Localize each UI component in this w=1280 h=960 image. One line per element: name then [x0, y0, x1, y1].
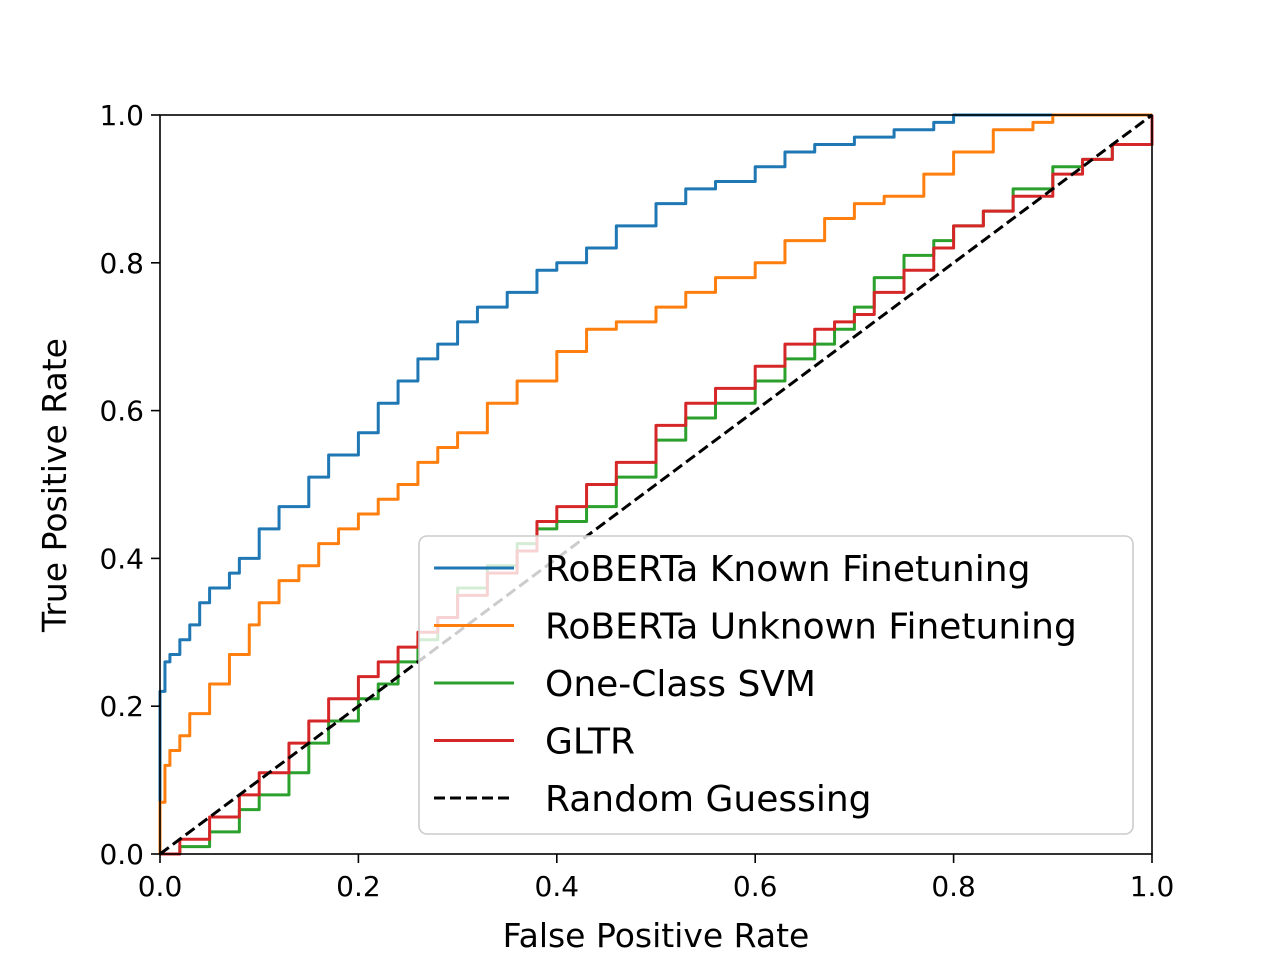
- x-tick-label: 1.0: [1130, 870, 1175, 903]
- x-axis-label: False Positive Rate: [503, 916, 810, 955]
- legend-label: GLTR: [545, 722, 635, 763]
- x-tick-label: 0.8: [931, 870, 976, 903]
- series-line-gltr: [160, 115, 1154, 856]
- y-tick-label: 0.6: [99, 395, 144, 428]
- y-axis-label: True Positive Rate: [35, 338, 74, 633]
- x-tick-label: 0.0: [138, 870, 183, 903]
- x-tick-label: 0.4: [535, 870, 580, 903]
- series-line-roberta-known-finetuning: [158, 113, 1152, 854]
- legend-label: One-Class SVM: [545, 664, 816, 705]
- legend-label: Random Guessing: [545, 779, 872, 820]
- plot-frame: [159, 114, 1153, 855]
- x-tick-label: 0.2: [336, 870, 381, 903]
- y-tick-label: 0.4: [99, 542, 144, 575]
- legend: RoBERTa Known Finetuning RoBERTa Unknown …: [418, 535, 1134, 835]
- legend-label: RoBERTa Unknown Finetuning: [545, 607, 1077, 648]
- legend-items: RoBERTa Known Finetuning RoBERTa Unknown …: [434, 549, 1077, 820]
- series-line-random-guessing: [159, 113, 1153, 856]
- series-line-roberta-unknown-finetuning: [158, 113, 1152, 854]
- series-layer: [158, 113, 1154, 856]
- y-tick-label: 0.2: [99, 690, 144, 723]
- y-tick-label: 0.8: [99, 247, 144, 280]
- y-tick-label: 1.0: [99, 99, 144, 132]
- ticks-layer: 0.0 0.2 0.4 0.6 0.8 1.0 0.0 0.2 0.4 0.6 0.8 1.0: [99, 99, 1174, 903]
- legend-label: RoBERTa Known Finetuning: [545, 549, 1030, 590]
- legend-box: [418, 535, 1134, 835]
- x-tick-label: 0.6: [733, 870, 778, 903]
- y-tick-label: 0.0: [99, 838, 144, 871]
